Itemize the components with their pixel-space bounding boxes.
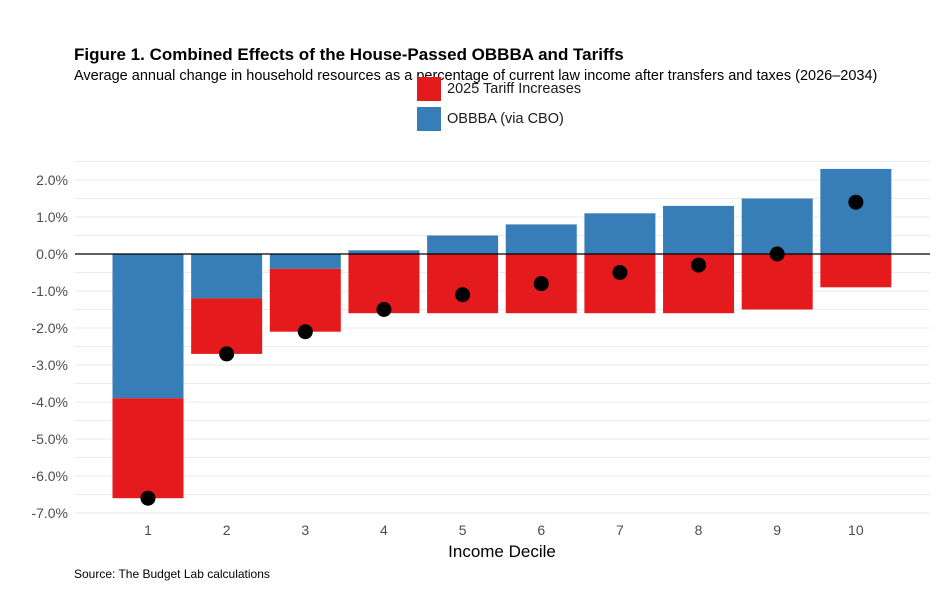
x-tick-label: 4	[380, 522, 388, 538]
bar-tariff-decile-1	[112, 398, 184, 499]
net-point-decile-8	[691, 257, 707, 273]
chart-title: Figure 1. Combined Effects of the House-…	[74, 45, 624, 64]
bar-tariff-decile-9	[741, 254, 813, 310]
net-point-decile-1	[140, 490, 156, 506]
y-tick-label: -1.0%	[31, 283, 68, 299]
x-tick-label: 6	[537, 522, 545, 538]
legend-label-obbba: OBBBA (via CBO)	[447, 111, 564, 127]
bar-tariff-decile-2	[191, 298, 263, 354]
legend-item-tariff: 2025 Tariff Increases	[417, 77, 581, 101]
x-tick-label: 2	[223, 522, 231, 538]
net-point-decile-9	[769, 246, 785, 262]
net-point-decile-2	[219, 346, 235, 362]
net-point-decile-4	[376, 302, 392, 317]
legend-swatch-obbba	[417, 107, 441, 131]
bar-obbba-decile-10	[820, 168, 892, 254]
x-tick-label: 1	[144, 522, 152, 538]
y-tick-label: -3.0%	[31, 357, 68, 373]
x-tick-label: 3	[301, 522, 309, 538]
bar-obbba-decile-4	[348, 250, 420, 254]
bar-obbba-decile-1	[112, 254, 184, 399]
net-point-decile-10	[848, 194, 864, 210]
y-tick-label: -2.0%	[31, 320, 68, 336]
bar-obbba-decile-3	[269, 254, 341, 269]
bar-tariff-decile-5	[427, 254, 499, 314]
y-tick-label: 1.0%	[36, 209, 68, 225]
x-tick-label: 10	[848, 522, 864, 538]
net-point-decile-7	[612, 265, 628, 280]
bar-obbba-decile-7	[584, 213, 656, 254]
net-point-decile-5	[455, 287, 471, 303]
chart-subtitle: Average annual change in household resou…	[74, 68, 878, 84]
legend-item-obbba: OBBBA (via CBO)	[417, 107, 564, 131]
x-tick-label: 5	[459, 522, 467, 538]
y-tick-label: -5.0%	[31, 431, 68, 447]
legend-label-tariff: 2025 Tariff Increases	[447, 81, 582, 97]
bar-obbba-decile-6	[505, 224, 577, 254]
x-tick-label: 9	[773, 522, 781, 538]
y-tick-label: -4.0%	[31, 394, 68, 410]
bar-obbba-decile-9	[741, 198, 813, 254]
y-tick-label: -7.0%	[31, 505, 68, 521]
bar-obbba-decile-5	[427, 235, 499, 254]
net-point-decile-3	[297, 324, 313, 340]
y-tick-label: 0.0%	[36, 246, 68, 262]
legend-swatch-tariff	[417, 77, 441, 101]
y-tick-label: 2.0%	[36, 172, 68, 188]
net-point-decile-6	[533, 276, 549, 292]
bar-obbba-decile-2	[191, 254, 263, 299]
bar-tariff-decile-7	[584, 254, 656, 314]
x-tick-label: 7	[616, 522, 624, 538]
x-tick-label: 8	[695, 522, 703, 538]
bar-tariff-decile-10	[820, 254, 892, 288]
bar-tariff-decile-3	[269, 268, 341, 332]
x-axis-title: Income Decile	[448, 542, 556, 561]
source-note: Source: The Budget Lab calculations	[74, 567, 270, 581]
bar-obbba-decile-8	[663, 205, 735, 254]
y-tick-label: -6.0%	[31, 468, 68, 484]
